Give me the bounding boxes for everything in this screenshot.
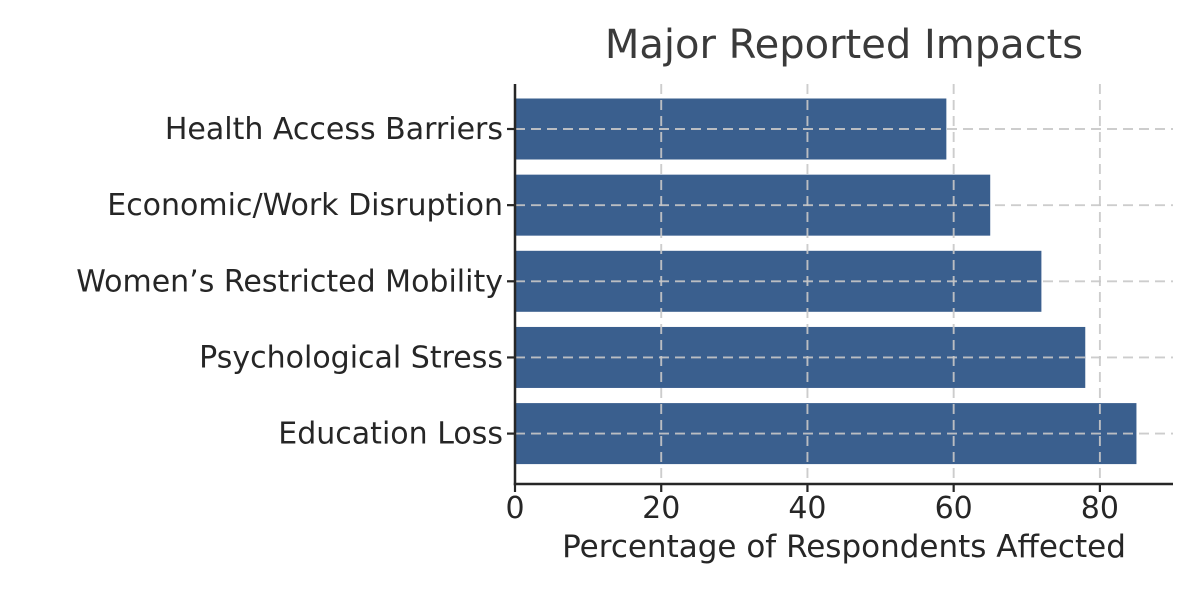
y-category-label: Education Loss <box>278 417 503 452</box>
y-category-label: Women’s Restricted Mobility <box>76 264 503 299</box>
labels-layer: 0 20 40 60 80 Health Access Barriers Economic/… <box>76 112 1119 526</box>
bar <box>515 174 991 236</box>
y-category-label: Psychological Stress <box>199 340 503 375</box>
x-tick-label: 40 <box>788 491 826 526</box>
grid-layer <box>515 84 1173 484</box>
y-category-label: Health Access Barriers <box>165 112 503 147</box>
chart-title: Major Reported Impacts <box>605 22 1083 68</box>
x-tick-label: 80 <box>1081 491 1119 526</box>
x-tick-label: 20 <box>642 491 680 526</box>
x-tick-label: 0 <box>505 491 524 526</box>
bar <box>515 326 1086 388</box>
y-category-label: Economic/Work Disruption <box>107 188 503 223</box>
x-tick-label: 60 <box>935 491 973 526</box>
axes-layer <box>507 84 1173 492</box>
x-axis-label: Percentage of Respondents Affected <box>562 529 1126 565</box>
